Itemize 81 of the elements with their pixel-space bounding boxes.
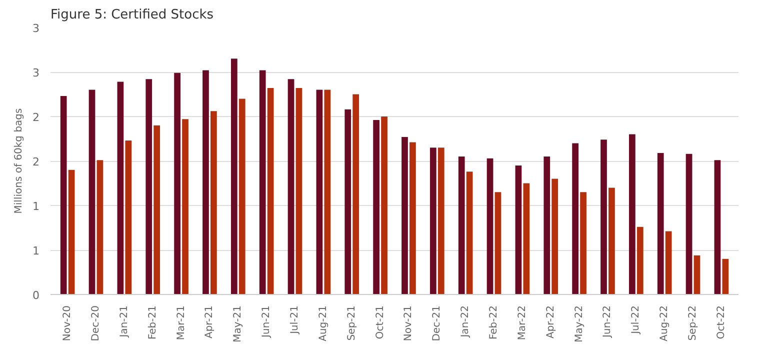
bar [657,152,664,294]
bar [182,119,188,294]
bar [544,156,550,294]
y-tick-label: 1 [32,200,40,213]
x-tick-label: Dec-21 [432,305,443,342]
bar [402,136,408,294]
y-axis-title: Millions of 60kg bags [14,108,24,214]
x-tick-label: Mar-22 [516,306,528,340]
bar [523,183,530,294]
bar [438,148,444,294]
bar [230,58,238,294]
x-tick-label: May-21 [232,305,244,342]
bar [146,79,152,294]
bar [117,82,124,294]
bar [259,70,266,294]
y-tick-label: 1 [32,244,40,258]
x-tick-label: Jul-21 [289,305,300,335]
x-tick-label: Apr-21 [204,305,216,338]
x-tick-label: Jun-22 [602,305,614,338]
bar [694,255,700,294]
bar [628,134,636,294]
bar [344,109,352,294]
x-tick-label: Nov-20 [62,305,74,342]
bar [686,154,692,294]
bar [352,94,360,294]
x-tick-label: Feb-21 [147,305,158,340]
bar [600,140,607,294]
bar [324,90,331,294]
x-tick-label: Mar-21 [176,306,187,340]
bar [96,160,104,294]
bar [174,72,180,294]
bar [458,156,465,294]
x-tick-label: Aug-21 [318,306,329,342]
bar [68,170,75,294]
bar [608,188,615,294]
x-tick-label: Oct-22 [716,306,727,340]
x-tick-label: Dec-20 [90,305,102,342]
bar [125,140,132,294]
y-tick-label: 2 [32,156,40,168]
x-tick-label: Jun-21 [261,305,272,338]
bar [373,120,380,294]
bar [552,178,558,294]
bar [572,143,578,294]
x-tick-label: Jan-21 [118,306,130,338]
bar [316,90,323,294]
x-tick-label: Oct-21 [374,306,386,340]
x-tick-label: Apr-22 [545,305,556,338]
bar [381,116,388,294]
bar [714,160,721,294]
y-tick-label: 2 [32,111,40,124]
x-tick-label: May-22 [574,305,585,342]
x-tick-label: Aug-22 [659,306,670,342]
bar [410,142,416,294]
bar [466,172,473,294]
x-tick-label: Jul-22 [630,305,642,335]
x-tick-label: Jan-22 [460,306,472,338]
x-tick-label: Sep-21 [346,305,358,341]
chart-title: Figure 5: Certified Stocks [50,8,214,22]
bar [665,231,672,294]
y-tick-label: 0 [32,289,40,302]
bar [267,88,274,294]
bar [636,226,644,294]
bar [238,98,246,294]
bar [154,125,160,294]
y-tick-label: 3 [32,66,40,80]
bar [210,111,217,294]
bar [722,258,729,294]
x-tick-label: Nov-21 [403,305,414,342]
bar [515,165,522,294]
bar [202,70,209,294]
bar [494,192,502,294]
bar [296,88,302,294]
bar [88,90,96,294]
bar [430,148,436,294]
bar [288,79,294,294]
bar [60,96,67,294]
x-tick-label: Feb-22 [488,305,500,340]
bar [486,158,494,294]
y-tick-label: 3 [32,22,40,35]
bar [580,192,586,294]
x-tick-label: Sep-22 [688,305,699,341]
